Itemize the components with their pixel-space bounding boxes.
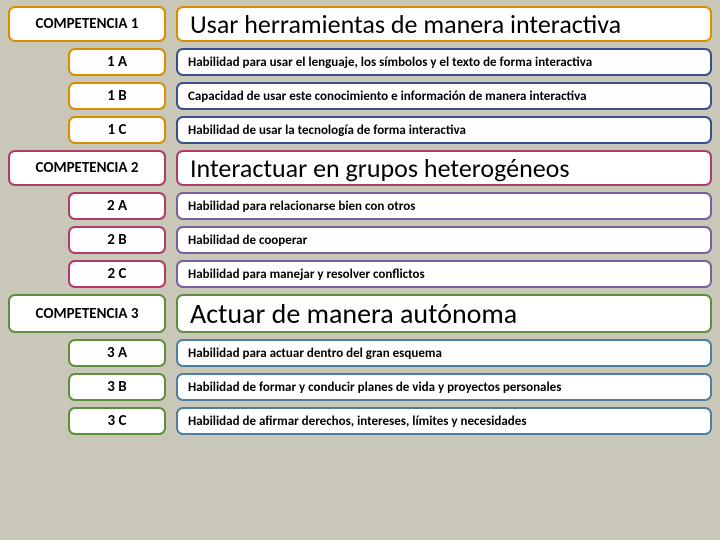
sub-desc: Habilidad de formar y conducir planes de… (176, 373, 712, 401)
sub-row: 3 B Habilidad de formar y conducir planes… (68, 373, 712, 401)
sub-row: 2 A Habilidad para relacionarse bien con … (68, 192, 712, 220)
sub-row: 2 C Habilidad para manejar y resolver con… (68, 260, 712, 288)
competency-badge: COMPETENCIA 3 (8, 294, 166, 333)
sub-row: 1 A Habilidad para usar el lenguaje, los … (68, 48, 712, 76)
competency-header-row: COMPETENCIA 1 Usar herramientas de manera… (8, 6, 712, 42)
sub-row: 1 C Habilidad de usar la tecnología de fo… (68, 116, 712, 144)
sub-desc: Habilidad de usar la tecnología de forma… (176, 116, 712, 144)
sub-code: 1 C (68, 116, 166, 144)
competency-title: Actuar de manera autónoma (176, 294, 712, 333)
sub-desc: Habilidad de cooperar (176, 226, 712, 254)
sub-code: 2 A (68, 192, 166, 220)
sub-row: 3 A Habilidad para actuar dentro del gran… (68, 339, 712, 367)
competency-badge: COMPETENCIA 1 (8, 6, 166, 42)
sub-row: 2 B Habilidad de cooperar (68, 226, 712, 254)
sub-desc: Capacidad de usar este conocimiento e in… (176, 82, 712, 110)
sub-code: 1 B (68, 82, 166, 110)
competency-group-2: COMPETENCIA 2 Interactuar en grupos heter… (8, 150, 712, 288)
competency-title: Interactuar en grupos heterogéneos (176, 150, 712, 186)
competency-title: Usar herramientas de manera interactiva (176, 6, 712, 42)
sub-desc: Habilidad de afirmar derechos, intereses… (176, 407, 712, 435)
sub-desc: Habilidad para usar el lenguaje, los sím… (176, 48, 712, 76)
sub-code: 3 A (68, 339, 166, 367)
competency-group-3: COMPETENCIA 3 Actuar de manera autónoma 3 … (8, 294, 712, 435)
sub-desc: Habilidad para relacionarse bien con otr… (176, 192, 712, 220)
sub-code: 2 C (68, 260, 166, 288)
sub-row: 3 C Habilidad de afirmar derechos, intere… (68, 407, 712, 435)
sub-code: 3 B (68, 373, 166, 401)
competency-header-row: COMPETENCIA 2 Interactuar en grupos heter… (8, 150, 712, 186)
sub-code: 2 B (68, 226, 166, 254)
sub-code: 1 A (68, 48, 166, 76)
competency-badge: COMPETENCIA 2 (8, 150, 166, 186)
sub-desc: Habilidad para actuar dentro del gran es… (176, 339, 712, 367)
sub-code: 3 C (68, 407, 166, 435)
sub-row: 1 B Capacidad de usar este conocimiento e… (68, 82, 712, 110)
sub-desc: Habilidad para manejar y resolver confli… (176, 260, 712, 288)
competency-header-row: COMPETENCIA 3 Actuar de manera autónoma (8, 294, 712, 333)
competency-group-1: COMPETENCIA 1 Usar herramientas de manera… (8, 6, 712, 144)
